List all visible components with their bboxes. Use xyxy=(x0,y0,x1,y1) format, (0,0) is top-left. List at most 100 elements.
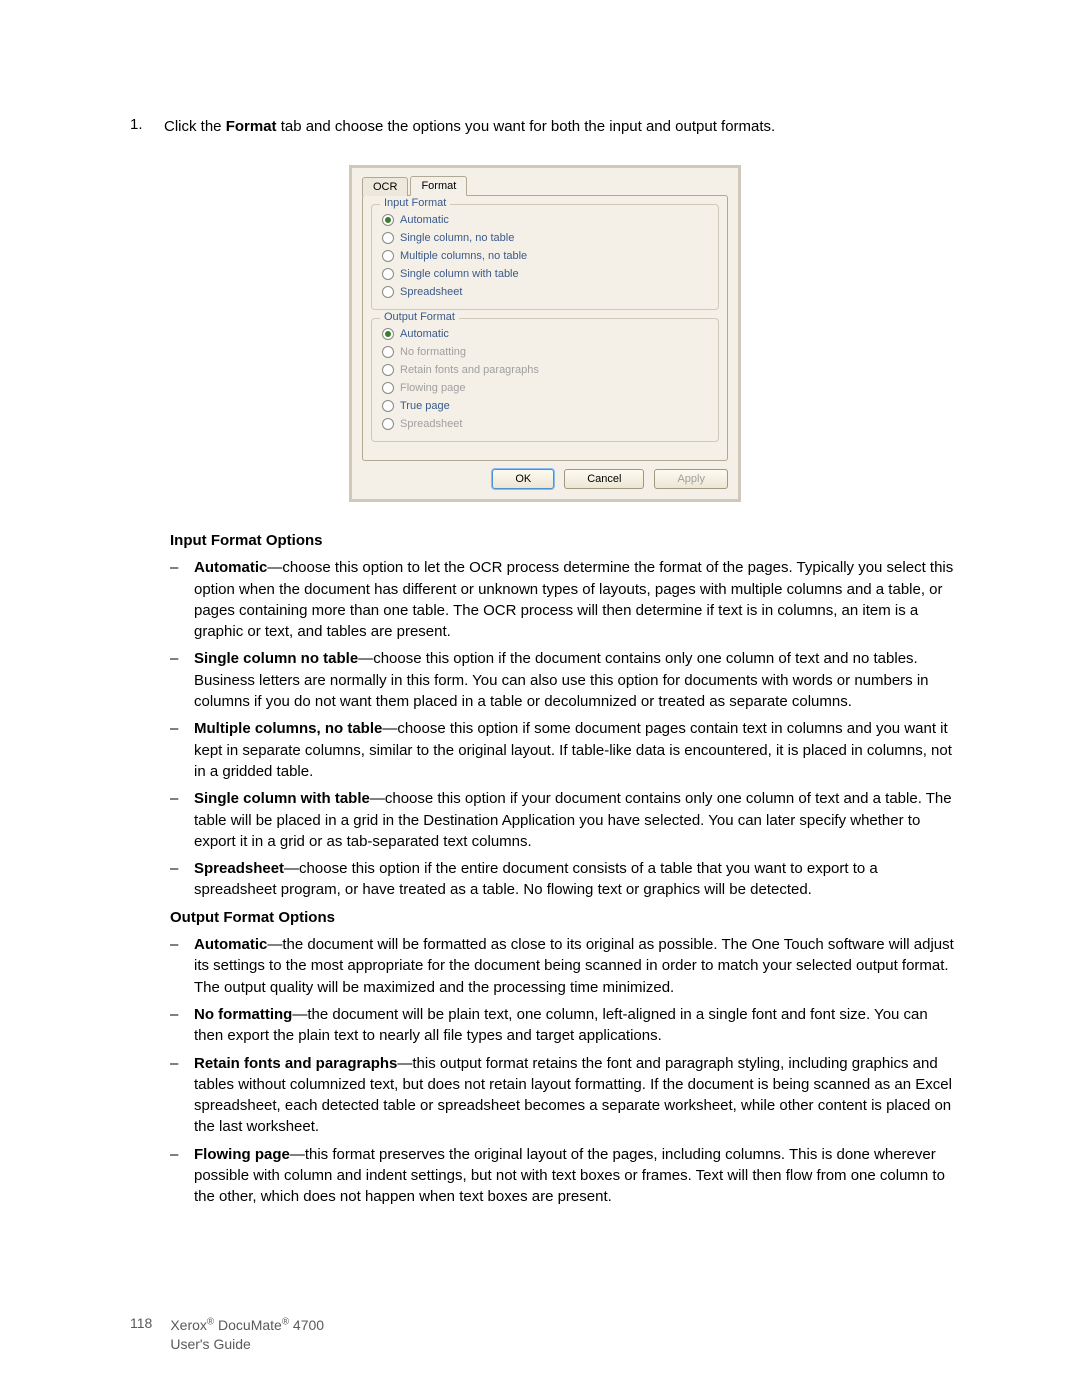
radio-label: Spreadsheet xyxy=(400,286,462,298)
radio-label: Single column with table xyxy=(400,268,519,280)
radio-icon xyxy=(382,328,394,340)
step-number: 1. xyxy=(130,116,164,137)
radio-icon xyxy=(382,418,394,430)
dialog-buttons: OK Cancel Apply xyxy=(362,469,728,489)
footer-text: Xerox® DocuMate® 4700 User's Guide xyxy=(170,1315,324,1355)
bullet-text: —the document will be formatted as close… xyxy=(194,936,954,996)
bullet-bold: Automatic xyxy=(194,936,267,953)
bullet-bold: Single column no table xyxy=(194,650,358,667)
bullet-dash: – xyxy=(170,858,194,901)
bullet-bold: Spreadsheet xyxy=(194,860,284,877)
output-option-0[interactable]: Automatic xyxy=(382,325,708,343)
output-item-3: –Flowing page—this format preserves the … xyxy=(170,1144,960,1208)
output-legend: Output Format xyxy=(380,311,459,323)
bullet-body: Spreadsheet—choose this option if the en… xyxy=(194,858,960,901)
output-option-3: Flowing page xyxy=(382,379,708,397)
tab-format[interactable]: Format xyxy=(410,176,467,196)
bullet-text: —this format preserves the original layo… xyxy=(194,1146,945,1206)
bullet-dash: – xyxy=(170,1144,194,1208)
bullet-dash: – xyxy=(170,934,194,998)
footer-line2: User's Guide xyxy=(170,1336,250,1352)
step-after: tab and choose the options you want for … xyxy=(277,118,776,135)
page-footer: 118 Xerox® DocuMate® 4700 User's Guide xyxy=(130,1315,324,1355)
radio-icon xyxy=(382,214,394,226)
bullet-body: Single column with table—choose this opt… xyxy=(194,788,960,852)
cancel-button[interactable]: Cancel xyxy=(564,469,644,489)
bullet-bold: Single column with table xyxy=(194,790,370,807)
input-option-1[interactable]: Single column, no table xyxy=(382,229,708,247)
tab-panel: Input Format Automatic Single column, no … xyxy=(362,195,728,461)
input-option-4[interactable]: Spreadsheet xyxy=(382,283,708,301)
output-option-1: No formatting xyxy=(382,343,708,361)
body-content: Input Format Options –Automatic—choose t… xyxy=(130,530,960,1208)
bullet-bold: Automatic xyxy=(194,559,267,576)
radio-icon xyxy=(382,286,394,298)
bullet-body: Automatic—the document will be formatted… xyxy=(194,934,960,998)
output-heading: Output Format Options xyxy=(170,907,960,928)
bullet-body: Multiple columns, no table—choose this o… xyxy=(194,718,960,782)
input-heading: Input Format Options xyxy=(170,530,960,551)
step-bold: Format xyxy=(226,118,277,135)
bullet-body: Retain fonts and paragraphs—this output … xyxy=(194,1053,960,1138)
tab-ocr[interactable]: OCR xyxy=(362,177,408,196)
bullet-bold: Multiple columns, no table xyxy=(194,720,382,737)
input-legend: Input Format xyxy=(380,197,450,209)
output-format-group: Output Format AutomaticNo formattingReta… xyxy=(371,318,719,442)
radio-icon xyxy=(382,382,394,394)
input-option-3[interactable]: Single column with table xyxy=(382,265,708,283)
bullet-body: Automatic—choose this option to let the … xyxy=(194,557,960,642)
bullet-text: —choose this option if the entire docume… xyxy=(194,860,878,898)
radio-label: True page xyxy=(400,400,450,412)
bullet-text: —choose this option to let the OCR proce… xyxy=(194,559,953,640)
bullet-body: Single column no table—choose this optio… xyxy=(194,648,960,712)
step-before: Click the xyxy=(164,118,226,135)
bullet-text: —the document will be plain text, one co… xyxy=(194,1006,928,1044)
radio-icon xyxy=(382,232,394,244)
radio-label: Automatic xyxy=(400,328,449,340)
radio-label: Flowing page xyxy=(400,382,465,394)
bullet-dash: – xyxy=(170,557,194,642)
bullet-dash: – xyxy=(170,788,194,852)
bullet-dash: – xyxy=(170,1004,194,1047)
input-option-2[interactable]: Multiple columns, no table xyxy=(382,247,708,265)
radio-icon xyxy=(382,268,394,280)
radio-label: Single column, no table xyxy=(400,232,514,244)
bullet-dash: – xyxy=(170,648,194,712)
output-option-5: Spreadsheet xyxy=(382,415,708,433)
input-option-0[interactable]: Automatic xyxy=(382,211,708,229)
bullet-body: No formatting—the document will be plain… xyxy=(194,1004,960,1047)
radio-label: No formatting xyxy=(400,346,466,358)
footer-line1: Xerox® DocuMate® 4700 xyxy=(170,1317,324,1333)
radio-label: Retain fonts and paragraphs xyxy=(400,364,539,376)
input-item-4: –Spreadsheet—choose this option if the e… xyxy=(170,858,960,901)
output-item-1: –No formatting—the document will be plai… xyxy=(170,1004,960,1047)
bullet-dash: – xyxy=(170,718,194,782)
output-option-2: Retain fonts and paragraphs xyxy=(382,361,708,379)
step-text: Click the Format tab and choose the opti… xyxy=(164,116,775,137)
radio-icon xyxy=(382,346,394,358)
bullet-bold: Flowing page xyxy=(194,1146,290,1163)
input-item-2: –Multiple columns, no table—choose this … xyxy=(170,718,960,782)
tab-strip: OCR Format xyxy=(362,176,728,195)
radio-icon xyxy=(382,250,394,262)
radio-icon xyxy=(382,400,394,412)
input-item-3: –Single column with table—choose this op… xyxy=(170,788,960,852)
input-item-1: –Single column no table—choose this opti… xyxy=(170,648,960,712)
apply-button: Apply xyxy=(654,469,728,489)
radio-label: Multiple columns, no table xyxy=(400,250,527,262)
radio-label: Automatic xyxy=(400,214,449,226)
output-option-4[interactable]: True page xyxy=(382,397,708,415)
input-format-group: Input Format AutomaticSingle column, no … xyxy=(371,204,719,310)
ok-button[interactable]: OK xyxy=(492,469,554,489)
input-item-0: –Automatic—choose this option to let the… xyxy=(170,557,960,642)
radio-label: Spreadsheet xyxy=(400,418,462,430)
format-dialog: OCR Format Input Format Automatic Single … xyxy=(349,165,741,502)
bullet-body: Flowing page—this format preserves the o… xyxy=(194,1144,960,1208)
step-1: 1. Click the Format tab and choose the o… xyxy=(130,116,960,137)
radio-icon xyxy=(382,364,394,376)
page-number: 118 xyxy=(130,1315,152,1355)
bullet-dash: – xyxy=(170,1053,194,1138)
bullet-bold: Retain fonts and paragraphs xyxy=(194,1055,397,1072)
bullet-bold: No formatting xyxy=(194,1006,292,1023)
output-item-2: –Retain fonts and paragraphs—this output… xyxy=(170,1053,960,1138)
